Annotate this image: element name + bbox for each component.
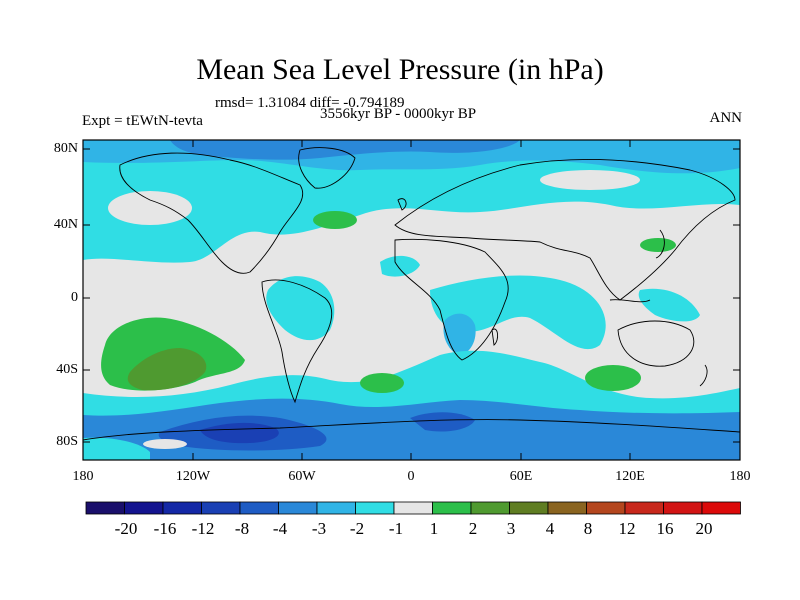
coast-new-zealand [699, 364, 708, 387]
coast-north-america [119, 152, 303, 274]
x-tick-60w: 60W [288, 469, 316, 484]
coast-africa [394, 238, 509, 361]
coast-indonesia [609, 299, 651, 303]
coastlines [83, 147, 740, 441]
colorbar-label: -20 [114, 519, 138, 538]
colorbar-label: 8 [583, 519, 593, 538]
colorbar-box [509, 501, 549, 515]
colorbar-label: 2 [468, 519, 478, 538]
colorbar-label: -2 [349, 519, 365, 538]
colorbar-box [393, 501, 433, 515]
colorbar-label: 4 [545, 519, 555, 538]
x-tick-60e: 60E [509, 469, 533, 484]
colorbar-label: -4 [272, 519, 288, 538]
southern-africa-cyan [443, 313, 476, 355]
x-tick-180e: 180 [729, 469, 751, 484]
axis-ticks [83, 140, 740, 460]
colorbar-box [239, 501, 279, 515]
south-atlantic-green [360, 373, 404, 393]
antarctic-cyan [83, 437, 150, 460]
south-pacific-darkgreen [127, 348, 207, 391]
arctic-core-blue [170, 140, 520, 160]
y-tick-0: 0 [71, 290, 78, 305]
colorbar-box [432, 501, 472, 515]
colorbar-box [355, 501, 395, 515]
x-tick-120e: 120E [615, 469, 645, 484]
colorbar-box [586, 501, 626, 515]
season-label: ANN [709, 110, 743, 126]
colorbar-box [85, 501, 125, 515]
x-tick-180w: 180 [72, 469, 94, 484]
colorbar-box [470, 501, 510, 515]
experiment-label: Expt = tEWtN-tevta [82, 113, 203, 129]
colorbar-label: -12 [191, 519, 215, 538]
colorbar-label: -3 [311, 519, 327, 538]
north-pacific-neutral [108, 191, 192, 225]
maritime-continent-cyan [638, 288, 700, 322]
coast-madagascar [491, 328, 499, 346]
stats-readout: rmsd= 1.31084 diff= -0.794189 [215, 95, 405, 111]
colorbar-label: 20 [695, 519, 713, 538]
coast-eurasia [394, 159, 736, 301]
north-atlantic-green [313, 211, 357, 229]
siberia-neutral [540, 170, 640, 190]
southern-band-navy [200, 422, 279, 444]
colorbar-box [547, 501, 587, 515]
y-tick-40s: 40S [56, 362, 78, 377]
west-africa-cyan [380, 255, 420, 277]
colorbar-label: 12 [618, 519, 636, 538]
south-america-cyan [266, 276, 335, 341]
colorbar-label: 1 [429, 519, 439, 538]
y-tick-80n: 80N [53, 141, 78, 156]
colorbar-box [701, 501, 741, 515]
colorbar-label: -1 [388, 519, 404, 538]
colorbar-box [162, 501, 202, 515]
colorbar-box [278, 501, 318, 515]
coast-south-america [261, 279, 333, 404]
pressure-field [83, 140, 740, 460]
colorbar-box [124, 501, 164, 515]
indian-ocean-green [585, 365, 641, 391]
south-atlantic-darkblue [410, 412, 475, 432]
period-label: 3556kyr BP - 0000kyr BP [320, 106, 477, 122]
coast-japan [655, 229, 665, 259]
plot-title: Mean Sea Level Pressure (in hPa) [196, 53, 604, 86]
y-tick-40n: 40N [53, 217, 78, 232]
west-pacific-green [640, 238, 676, 252]
colorbar [85, 501, 741, 515]
colorbar-label: 16 [656, 519, 674, 538]
colorbar-box [663, 501, 703, 515]
coast-greenland [298, 147, 356, 189]
colorbar-box [624, 501, 664, 515]
x-tick-120w: 120W [175, 469, 211, 484]
antarctic-neutral [143, 439, 187, 449]
coast-australia [617, 320, 695, 367]
colorbar-box [201, 501, 241, 515]
colorbar-label: -8 [234, 519, 250, 538]
colorbar-box [316, 501, 356, 515]
coast-uk [397, 198, 407, 211]
y-tick-80s: 80S [56, 434, 78, 449]
colorbar-label: -16 [153, 519, 177, 538]
coast-antarctica [83, 419, 740, 441]
x-tick-0: 0 [407, 469, 415, 484]
colorbar-label: 3 [506, 519, 516, 538]
